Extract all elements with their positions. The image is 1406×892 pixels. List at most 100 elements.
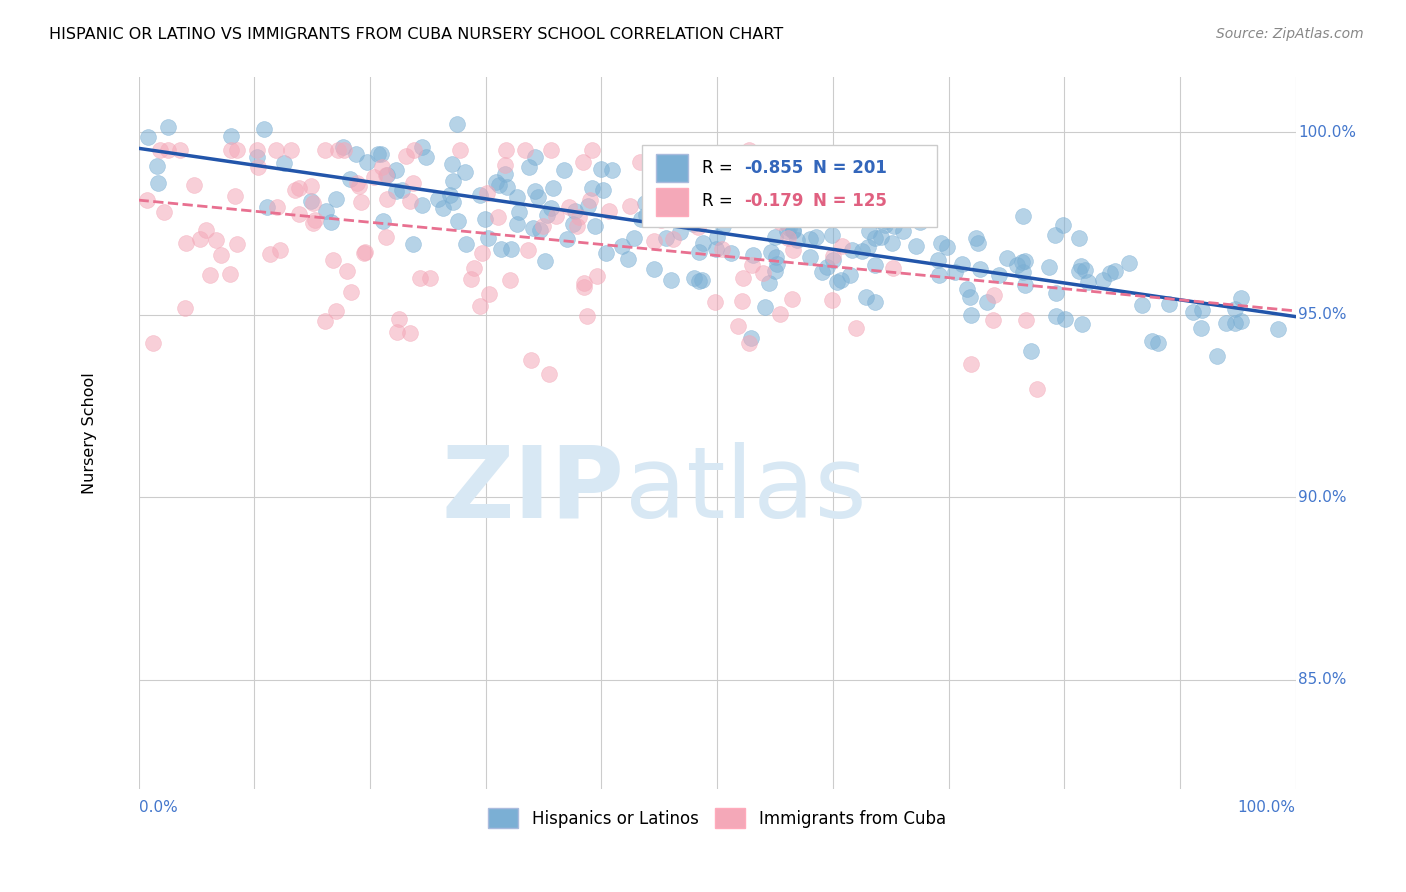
Point bbox=[402, 237, 425, 252]
Text: -0.855: -0.855 bbox=[744, 159, 803, 177]
Point bbox=[643, 234, 665, 248]
Point bbox=[432, 201, 454, 215]
Point bbox=[470, 299, 492, 313]
Point bbox=[339, 172, 361, 186]
Point bbox=[1140, 334, 1163, 348]
Point bbox=[738, 169, 761, 184]
Point bbox=[789, 212, 811, 227]
Point bbox=[821, 249, 844, 263]
Point bbox=[873, 218, 896, 232]
Point bbox=[153, 205, 176, 219]
Point bbox=[375, 193, 398, 207]
Point bbox=[489, 242, 512, 256]
Point bbox=[391, 182, 413, 196]
Point bbox=[578, 193, 600, 207]
Point bbox=[322, 252, 344, 267]
Point bbox=[682, 217, 704, 231]
Point bbox=[602, 163, 624, 178]
Point bbox=[395, 149, 418, 163]
Point bbox=[740, 330, 762, 344]
Point bbox=[523, 185, 546, 199]
Point bbox=[346, 176, 368, 190]
Point bbox=[415, 150, 437, 164]
Text: Nursery School: Nursery School bbox=[83, 373, 97, 494]
Point bbox=[862, 189, 884, 203]
Point bbox=[269, 243, 291, 257]
Point bbox=[643, 262, 665, 277]
Point bbox=[157, 120, 180, 134]
Point bbox=[246, 144, 269, 158]
Point bbox=[527, 189, 550, 203]
Point bbox=[486, 210, 509, 224]
Point bbox=[662, 231, 685, 245]
Point bbox=[224, 189, 246, 203]
Point bbox=[706, 230, 728, 244]
Point bbox=[419, 271, 441, 285]
Point bbox=[494, 158, 516, 172]
Point bbox=[880, 235, 903, 250]
Point bbox=[537, 368, 560, 382]
Point bbox=[752, 266, 775, 280]
Point bbox=[741, 248, 763, 262]
Point bbox=[326, 144, 349, 158]
Point bbox=[546, 210, 568, 224]
Point bbox=[441, 174, 464, 188]
Point bbox=[520, 353, 543, 368]
Point bbox=[825, 203, 848, 218]
Text: 90.0%: 90.0% bbox=[1298, 490, 1347, 505]
Point bbox=[1045, 310, 1067, 324]
Point bbox=[738, 335, 761, 350]
Point bbox=[883, 219, 905, 234]
Text: 0.0%: 0.0% bbox=[139, 800, 177, 815]
Point bbox=[543, 181, 565, 195]
Point bbox=[766, 257, 789, 271]
Text: HISPANIC OR LATINO VS IMMIGRANTS FROM CUBA NURSERY SCHOOL CORRELATION CHART: HISPANIC OR LATINO VS IMMIGRANTS FROM CU… bbox=[49, 27, 783, 42]
Point bbox=[727, 319, 749, 334]
Point bbox=[659, 208, 682, 222]
Point bbox=[634, 195, 657, 210]
Point bbox=[1182, 304, 1205, 318]
Point bbox=[142, 336, 165, 351]
Point bbox=[553, 163, 575, 178]
Text: ZIP: ZIP bbox=[441, 442, 624, 539]
Point bbox=[782, 224, 804, 238]
Point bbox=[246, 150, 269, 164]
Point bbox=[741, 258, 763, 272]
Point bbox=[353, 246, 375, 260]
Point bbox=[688, 205, 710, 219]
Text: -0.179: -0.179 bbox=[744, 192, 803, 210]
Point bbox=[340, 285, 363, 300]
Point bbox=[209, 248, 232, 262]
Point bbox=[517, 160, 540, 174]
Point bbox=[325, 303, 347, 318]
Point bbox=[565, 219, 588, 234]
Point bbox=[731, 270, 754, 285]
Point bbox=[226, 237, 249, 252]
Point bbox=[1011, 255, 1033, 269]
Point bbox=[333, 144, 356, 158]
Point bbox=[700, 197, 723, 211]
Point bbox=[731, 203, 754, 218]
Point bbox=[564, 204, 586, 219]
Point bbox=[195, 223, 218, 237]
Point bbox=[540, 144, 562, 158]
Point bbox=[576, 199, 599, 213]
Point bbox=[845, 320, 868, 334]
Point bbox=[299, 179, 322, 194]
Point bbox=[536, 208, 558, 222]
Point bbox=[799, 232, 821, 246]
Point bbox=[769, 307, 792, 321]
Point bbox=[1014, 254, 1036, 268]
Point bbox=[598, 204, 620, 219]
Point bbox=[1230, 314, 1253, 328]
Point bbox=[769, 215, 792, 229]
Point bbox=[1191, 302, 1213, 317]
Point bbox=[858, 240, 880, 254]
Point bbox=[468, 188, 491, 202]
Point bbox=[929, 236, 952, 251]
Point bbox=[659, 273, 682, 287]
Text: N = 125: N = 125 bbox=[813, 192, 887, 210]
Point bbox=[404, 144, 426, 158]
Point bbox=[402, 176, 425, 190]
Point bbox=[399, 326, 422, 340]
